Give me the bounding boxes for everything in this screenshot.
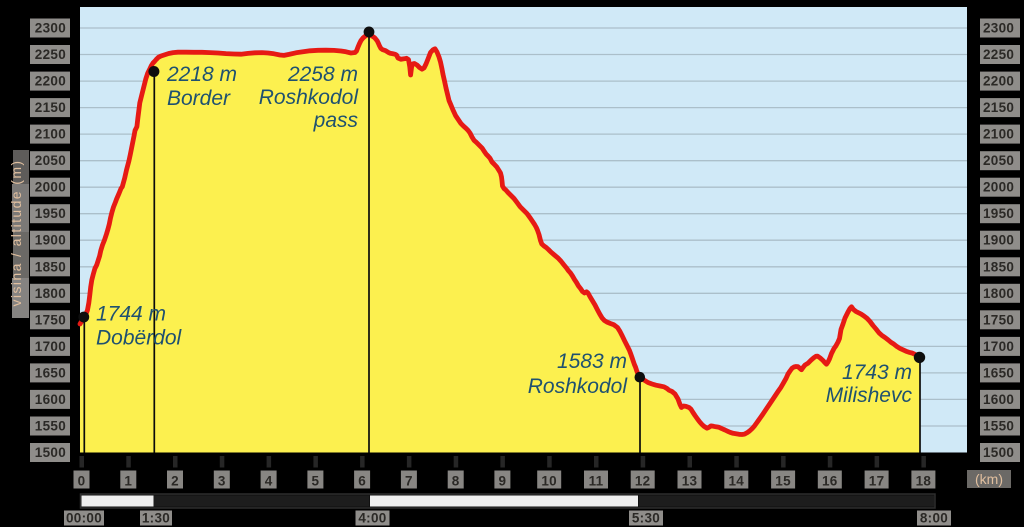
svg-text:16: 16 (822, 474, 838, 489)
svg-text:2150: 2150 (983, 100, 1014, 115)
svg-text:17: 17 (869, 474, 885, 489)
svg-text:2050: 2050 (983, 153, 1014, 168)
svg-text:1600: 1600 (983, 392, 1014, 407)
svg-text:0: 0 (78, 474, 86, 489)
svg-text:2000: 2000 (983, 180, 1014, 195)
svg-text:(km): (km) (975, 471, 1003, 487)
svg-text:2200: 2200 (35, 74, 66, 89)
svg-text:2250: 2250 (983, 47, 1014, 62)
svg-text:1550: 1550 (35, 419, 66, 434)
svg-text:13: 13 (682, 474, 698, 489)
svg-text:1750: 1750 (983, 312, 1014, 327)
svg-text:1800: 1800 (983, 286, 1014, 301)
svg-text:1600: 1600 (35, 392, 66, 407)
svg-text:1700: 1700 (983, 339, 1014, 354)
svg-text:1550: 1550 (983, 419, 1014, 434)
svg-text:1650: 1650 (983, 365, 1014, 380)
svg-text:1500: 1500 (983, 445, 1014, 460)
svg-text:2300: 2300 (35, 21, 66, 36)
svg-text:6: 6 (358, 474, 366, 489)
svg-text:8: 8 (452, 474, 460, 489)
svg-text:5: 5 (311, 474, 319, 489)
svg-text:5:30: 5:30 (632, 511, 660, 526)
svg-text:2150: 2150 (35, 100, 66, 115)
svg-text:10: 10 (541, 474, 557, 489)
svg-text:2250: 2250 (35, 47, 66, 62)
svg-text:1950: 1950 (35, 206, 66, 221)
svg-text:2200: 2200 (983, 74, 1014, 89)
svg-text:11: 11 (589, 474, 604, 489)
svg-text:8:00: 8:00 (920, 511, 948, 526)
svg-text:1900: 1900 (983, 233, 1014, 248)
svg-text:00:00: 00:00 (66, 511, 102, 526)
svg-text:visina / altitude (m): visina / altitude (m) (8, 160, 24, 307)
svg-text:4: 4 (265, 474, 273, 489)
svg-text:1500: 1500 (35, 445, 66, 460)
svg-text:1650: 1650 (35, 365, 66, 380)
svg-text:1850: 1850 (35, 259, 66, 274)
svg-text:1800: 1800 (35, 286, 66, 301)
svg-text:1:30: 1:30 (142, 511, 170, 526)
svg-text:1750: 1750 (35, 312, 66, 327)
svg-text:2000: 2000 (35, 180, 66, 195)
svg-text:2100: 2100 (983, 127, 1014, 142)
svg-text:1: 1 (124, 474, 132, 489)
svg-text:12: 12 (635, 474, 651, 489)
svg-text:2100: 2100 (35, 127, 66, 142)
svg-text:2300: 2300 (983, 21, 1014, 36)
svg-text:2: 2 (171, 474, 179, 489)
svg-text:9: 9 (498, 474, 506, 489)
svg-text:14: 14 (728, 474, 744, 489)
svg-text:1900: 1900 (35, 233, 66, 248)
svg-text:1700: 1700 (35, 339, 66, 354)
svg-text:1950: 1950 (983, 206, 1014, 221)
svg-text:15: 15 (775, 474, 791, 489)
svg-text:3: 3 (218, 474, 226, 489)
svg-text:18: 18 (916, 474, 932, 489)
svg-text:1850: 1850 (983, 259, 1014, 274)
svg-text:7: 7 (405, 474, 413, 489)
svg-text:2050: 2050 (35, 153, 66, 168)
svg-text:4:00: 4:00 (358, 511, 386, 526)
